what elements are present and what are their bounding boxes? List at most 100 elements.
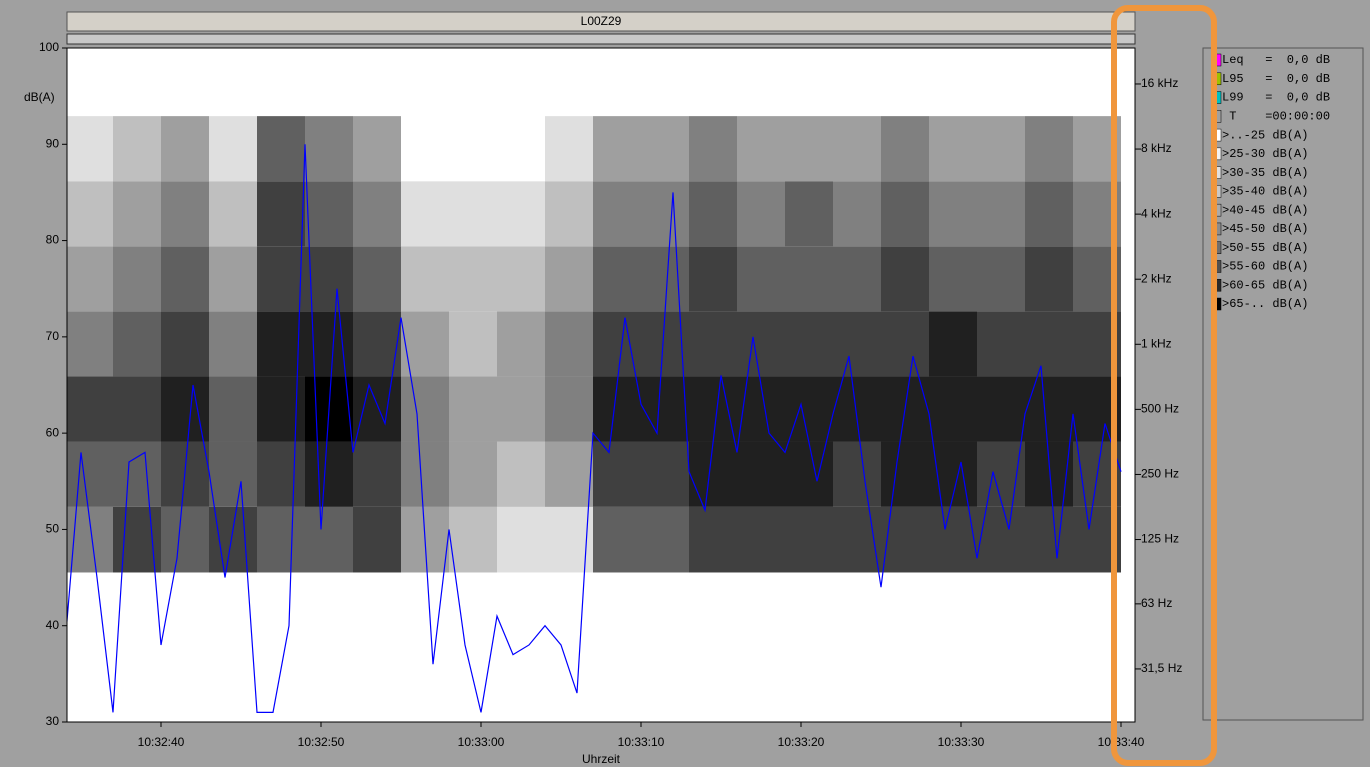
spectrogram-cell xyxy=(593,116,641,181)
spectrogram-cell xyxy=(977,181,1025,246)
spectrogram-cell xyxy=(1025,507,1073,573)
y2-tick-label: 500 Hz xyxy=(1141,402,1179,416)
spectrogram-cell xyxy=(257,507,305,573)
legend-entry: >25-30 dB(A) xyxy=(1222,147,1308,161)
spectrogram-cell xyxy=(113,116,161,181)
spectrogram-cell xyxy=(209,246,257,311)
spectrogram-cell xyxy=(161,116,209,181)
legend-entry: L95 = 0,0 dB xyxy=(1222,72,1330,86)
spectrogram-cell xyxy=(305,181,353,246)
spectrogram-cell xyxy=(641,181,689,246)
legend-entry: T =00:00:00 xyxy=(1222,109,1330,123)
spectrogram-cell xyxy=(737,507,785,573)
y2-tick-label: 250 Hz xyxy=(1141,467,1179,481)
spectrogram-cell xyxy=(113,311,161,376)
y2-tick-label: 125 Hz xyxy=(1141,532,1179,546)
overview-bar xyxy=(67,34,1135,44)
spectrogram-cell xyxy=(689,116,737,181)
x-tick-label: 10:33:40 xyxy=(1098,735,1145,749)
spectrogram-cell xyxy=(545,311,593,376)
spectrogram-cell xyxy=(881,507,929,573)
spectrogram-cell xyxy=(257,376,305,441)
spectrogram-cell xyxy=(545,507,593,573)
y-tick-label: 90 xyxy=(46,136,60,150)
y2-tick-label: 2 kHz xyxy=(1141,271,1172,285)
spectrogram-cell xyxy=(785,311,833,376)
spectrogram-cell xyxy=(353,507,401,573)
spectrogram-cell xyxy=(641,442,689,507)
spectrogram-cell xyxy=(161,507,209,573)
spectrogram-cell xyxy=(65,311,113,376)
spectrogram-cell xyxy=(545,376,593,441)
y-tick-label: 80 xyxy=(46,233,60,247)
legend-entry: >55-60 dB(A) xyxy=(1222,260,1308,274)
spectrogram-cell xyxy=(737,181,785,246)
y2-tick-label: 4 kHz xyxy=(1141,206,1172,220)
spectrogram-cell xyxy=(449,181,497,246)
spectrogram-cell xyxy=(785,507,833,573)
y2-tick-label: 16 kHz xyxy=(1141,76,1178,90)
x-tick-label: 10:33:20 xyxy=(778,735,825,749)
spectrogram-cell xyxy=(497,116,545,181)
spectrogram-cell xyxy=(401,116,449,181)
y-tick-label: 40 xyxy=(46,618,60,632)
y-tick-label: 30 xyxy=(46,714,60,728)
spectrogram-cell xyxy=(353,442,401,507)
legend-entry: L99 = 0,0 dB xyxy=(1222,91,1330,105)
chart-title: L00Z29 xyxy=(581,14,622,28)
spectrogram-cell xyxy=(785,442,833,507)
spectrogram-cell xyxy=(641,376,689,441)
legend-entry: >40-45 dB(A) xyxy=(1222,203,1308,217)
legend-entry: >30-35 dB(A) xyxy=(1222,166,1308,180)
y-axis-label: dB(A) xyxy=(24,90,55,104)
spectrogram-cell xyxy=(257,246,305,311)
spectrogram-cell xyxy=(497,181,545,246)
spectrogram-cell xyxy=(929,116,977,181)
legend-entry: >45-50 dB(A) xyxy=(1222,222,1308,236)
spectrogram-cell xyxy=(977,116,1025,181)
spectrogram-cell xyxy=(881,311,929,376)
spectrogram-cell xyxy=(1025,116,1073,181)
spectrogram-cell xyxy=(401,442,449,507)
spectrogram-cell xyxy=(545,181,593,246)
x-tick-label: 10:33:00 xyxy=(458,735,505,749)
legend-entry: >60-65 dB(A) xyxy=(1222,278,1308,292)
spectrogram-cell xyxy=(161,246,209,311)
spectrogram-cell xyxy=(545,246,593,311)
spectrogram-cell xyxy=(689,181,737,246)
spectrogram-cell xyxy=(1025,181,1073,246)
spectrogram-cell xyxy=(689,442,737,507)
spectrogram-cell xyxy=(353,376,401,441)
spectrogram-cell xyxy=(209,116,257,181)
spectrogram-cell xyxy=(209,181,257,246)
spectrogram-cell xyxy=(113,376,161,441)
spectrogram-cell xyxy=(737,311,785,376)
spectrogram-cell xyxy=(593,442,641,507)
spectrogram-cell xyxy=(593,246,641,311)
spectrogram-cell xyxy=(449,246,497,311)
y2-tick-label: 63 Hz xyxy=(1141,596,1172,610)
spectrogram-cell xyxy=(497,376,545,441)
spectrogram-cell xyxy=(65,376,113,441)
y2-tick-label: 31,5 Hz xyxy=(1141,661,1182,675)
spectrogram-cell xyxy=(929,246,977,311)
spectrogram-cell xyxy=(689,246,737,311)
spectrogram-cell xyxy=(1025,311,1073,376)
spectrogram-cell xyxy=(1025,376,1073,441)
x-tick-label: 10:32:50 xyxy=(298,735,345,749)
spectrogram-cell xyxy=(929,311,977,376)
spectrogram-cell xyxy=(641,116,689,181)
spectrogram-cell xyxy=(833,311,881,376)
legend-entry: >35-40 dB(A) xyxy=(1222,185,1308,199)
spectrogram-cell xyxy=(209,311,257,376)
spectrogram-cell xyxy=(881,181,929,246)
x-tick-label: 10:32:40 xyxy=(138,735,185,749)
spectrogram xyxy=(65,116,1121,572)
spectrogram-cell xyxy=(689,311,737,376)
legend-entry: >65-.. dB(A) xyxy=(1222,297,1308,311)
spectrogram-cell xyxy=(305,246,353,311)
y-tick-label: 70 xyxy=(46,329,60,343)
spectrogram-cell xyxy=(257,442,305,507)
spectrogram-cell xyxy=(785,246,833,311)
spectrogram-cell xyxy=(497,507,545,573)
